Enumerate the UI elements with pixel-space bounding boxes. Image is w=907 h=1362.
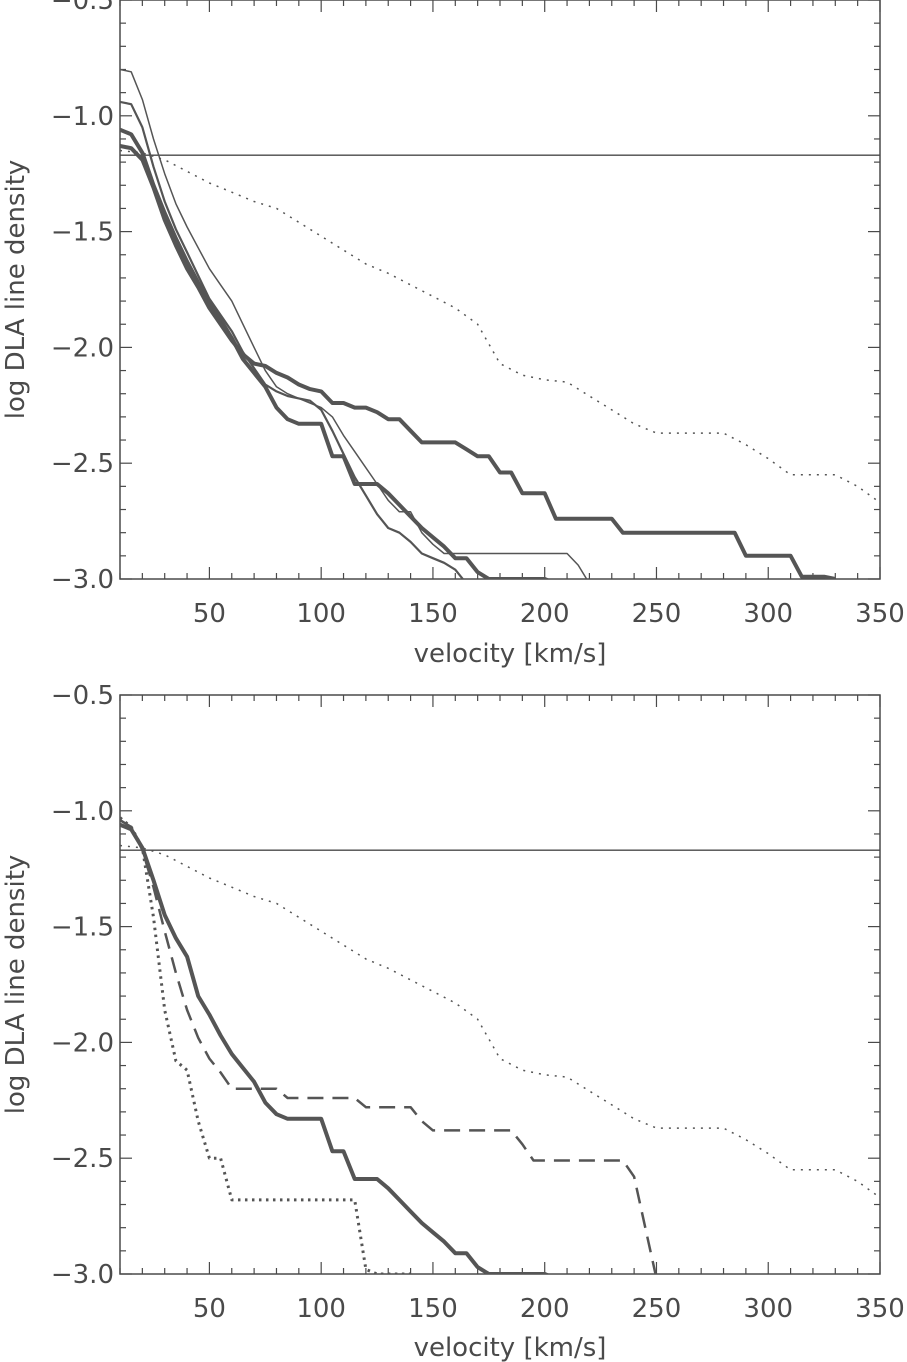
series-line-thin-1 <box>120 68 588 579</box>
y-tick-label: −0.5 <box>51 0 114 16</box>
plot-frame <box>119 0 881 580</box>
x-axis-label: velocity [km/s] <box>414 1333 607 1362</box>
y-tick-label: −2.0 <box>51 1028 114 1058</box>
y-axis-label: log DLA line density <box>1 855 31 1115</box>
series-line-observed <box>120 844 880 1199</box>
plot-frame <box>119 694 881 1275</box>
y-tick-label: −0.5 <box>51 681 114 711</box>
y-tick-label: −1.0 <box>51 102 114 132</box>
y-tick-label: −2.5 <box>51 449 114 479</box>
series-line-dashed <box>120 819 657 1274</box>
chart-panel-top: 50 100 150 200 250 300 350 −3.0 −2.5 −2.0 −1.5 −1.0… <box>1 0 905 669</box>
x-tick-label: 50 <box>193 1294 226 1324</box>
series-line-dotted-thick <box>120 816 411 1274</box>
x-tick-label: 300 <box>743 599 793 629</box>
series-line-thick-2 <box>120 143 836 579</box>
x-axis-label: velocity [km/s] <box>414 639 607 669</box>
series-line-thick-1 <box>120 127 550 579</box>
y-tick-label: −3.0 <box>51 565 114 595</box>
x-tick-label: 350 <box>855 599 905 629</box>
y-tick-label: −2.5 <box>51 1144 114 1174</box>
series-line-thick <box>120 822 550 1274</box>
x-tick-label: 150 <box>408 599 458 629</box>
x-tick-label: 200 <box>520 1294 570 1324</box>
y-tick-label: −2.0 <box>51 333 114 363</box>
y-tick-label: −1.0 <box>51 797 114 827</box>
y-tick-label: −3.0 <box>51 1260 114 1290</box>
x-tick-label: 250 <box>632 1294 682 1324</box>
y-tick-label: −1.5 <box>51 913 114 943</box>
x-tick-label: 150 <box>408 1294 458 1324</box>
x-tick-label: 100 <box>296 599 346 629</box>
y-axis-label: log DLA line density <box>1 160 31 420</box>
x-tick-label: 250 <box>632 599 682 629</box>
x-tick-label: 200 <box>520 599 570 629</box>
x-tick-label: 300 <box>743 1294 793 1324</box>
series-line-observed <box>120 149 880 504</box>
chart-panel-bottom: 50 100 150 200 250 300 350 −3.0 −2.5 −2.0 −1.5 −1.0… <box>1 681 905 1362</box>
y-tick-label: −1.5 <box>51 218 114 248</box>
series-line-thin-2 <box>120 100 465 579</box>
x-tick-label: 100 <box>296 1294 346 1324</box>
x-tick-label: 50 <box>193 599 226 629</box>
x-tick-label: 350 <box>855 1294 905 1324</box>
